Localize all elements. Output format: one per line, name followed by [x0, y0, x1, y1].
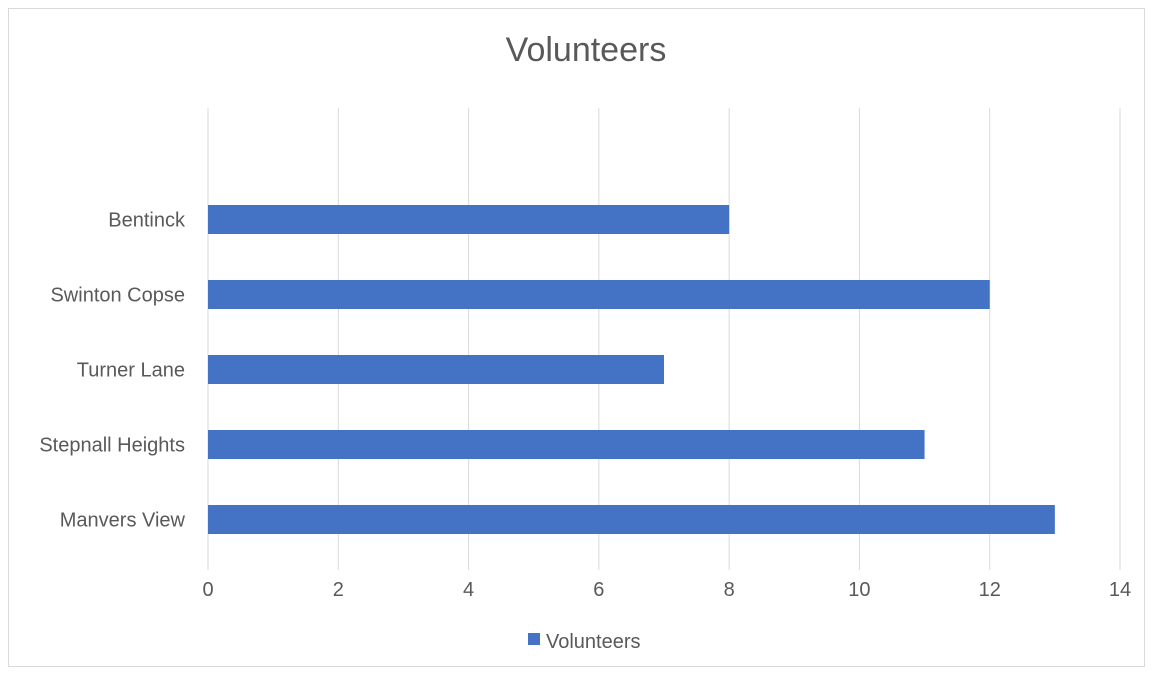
- chart-area: [8, 8, 1145, 667]
- x-tick-label: 14: [1109, 579, 1131, 601]
- x-tick-label: 6: [593, 579, 604, 601]
- bar: [208, 280, 990, 309]
- bar: [208, 355, 664, 384]
- chart-title: Volunteers: [506, 31, 667, 69]
- category-label: Swinton Copse: [50, 285, 185, 307]
- x-tick-labels: 0 2 4 6 8 10 12 14: [202, 579, 1131, 601]
- category-label: Manvers View: [60, 510, 186, 532]
- category-label: Turner Lane: [77, 360, 185, 382]
- legend-label: Volunteers: [546, 631, 641, 653]
- legend: Volunteers: [528, 631, 641, 653]
- bar: [208, 430, 925, 459]
- category-label: Stepnall Heights: [39, 435, 185, 457]
- x-tick-label: 2: [333, 579, 344, 601]
- gridlines: [207, 108, 1121, 570]
- bar: [208, 505, 1055, 534]
- category-labels: Bentinck Swinton Copse Turner Lane Stepnall…: [39, 210, 186, 532]
- x-tick-label: 10: [848, 579, 870, 601]
- legend-swatch: [528, 633, 540, 645]
- x-tick-label: 4: [463, 579, 474, 601]
- category-label: Bentinck: [108, 210, 186, 232]
- x-tick-label: 8: [724, 579, 735, 601]
- x-tick-label: 0: [202, 579, 213, 601]
- x-tick-label: 12: [979, 579, 1001, 601]
- bar: [208, 205, 730, 234]
- bars: [208, 205, 1055, 534]
